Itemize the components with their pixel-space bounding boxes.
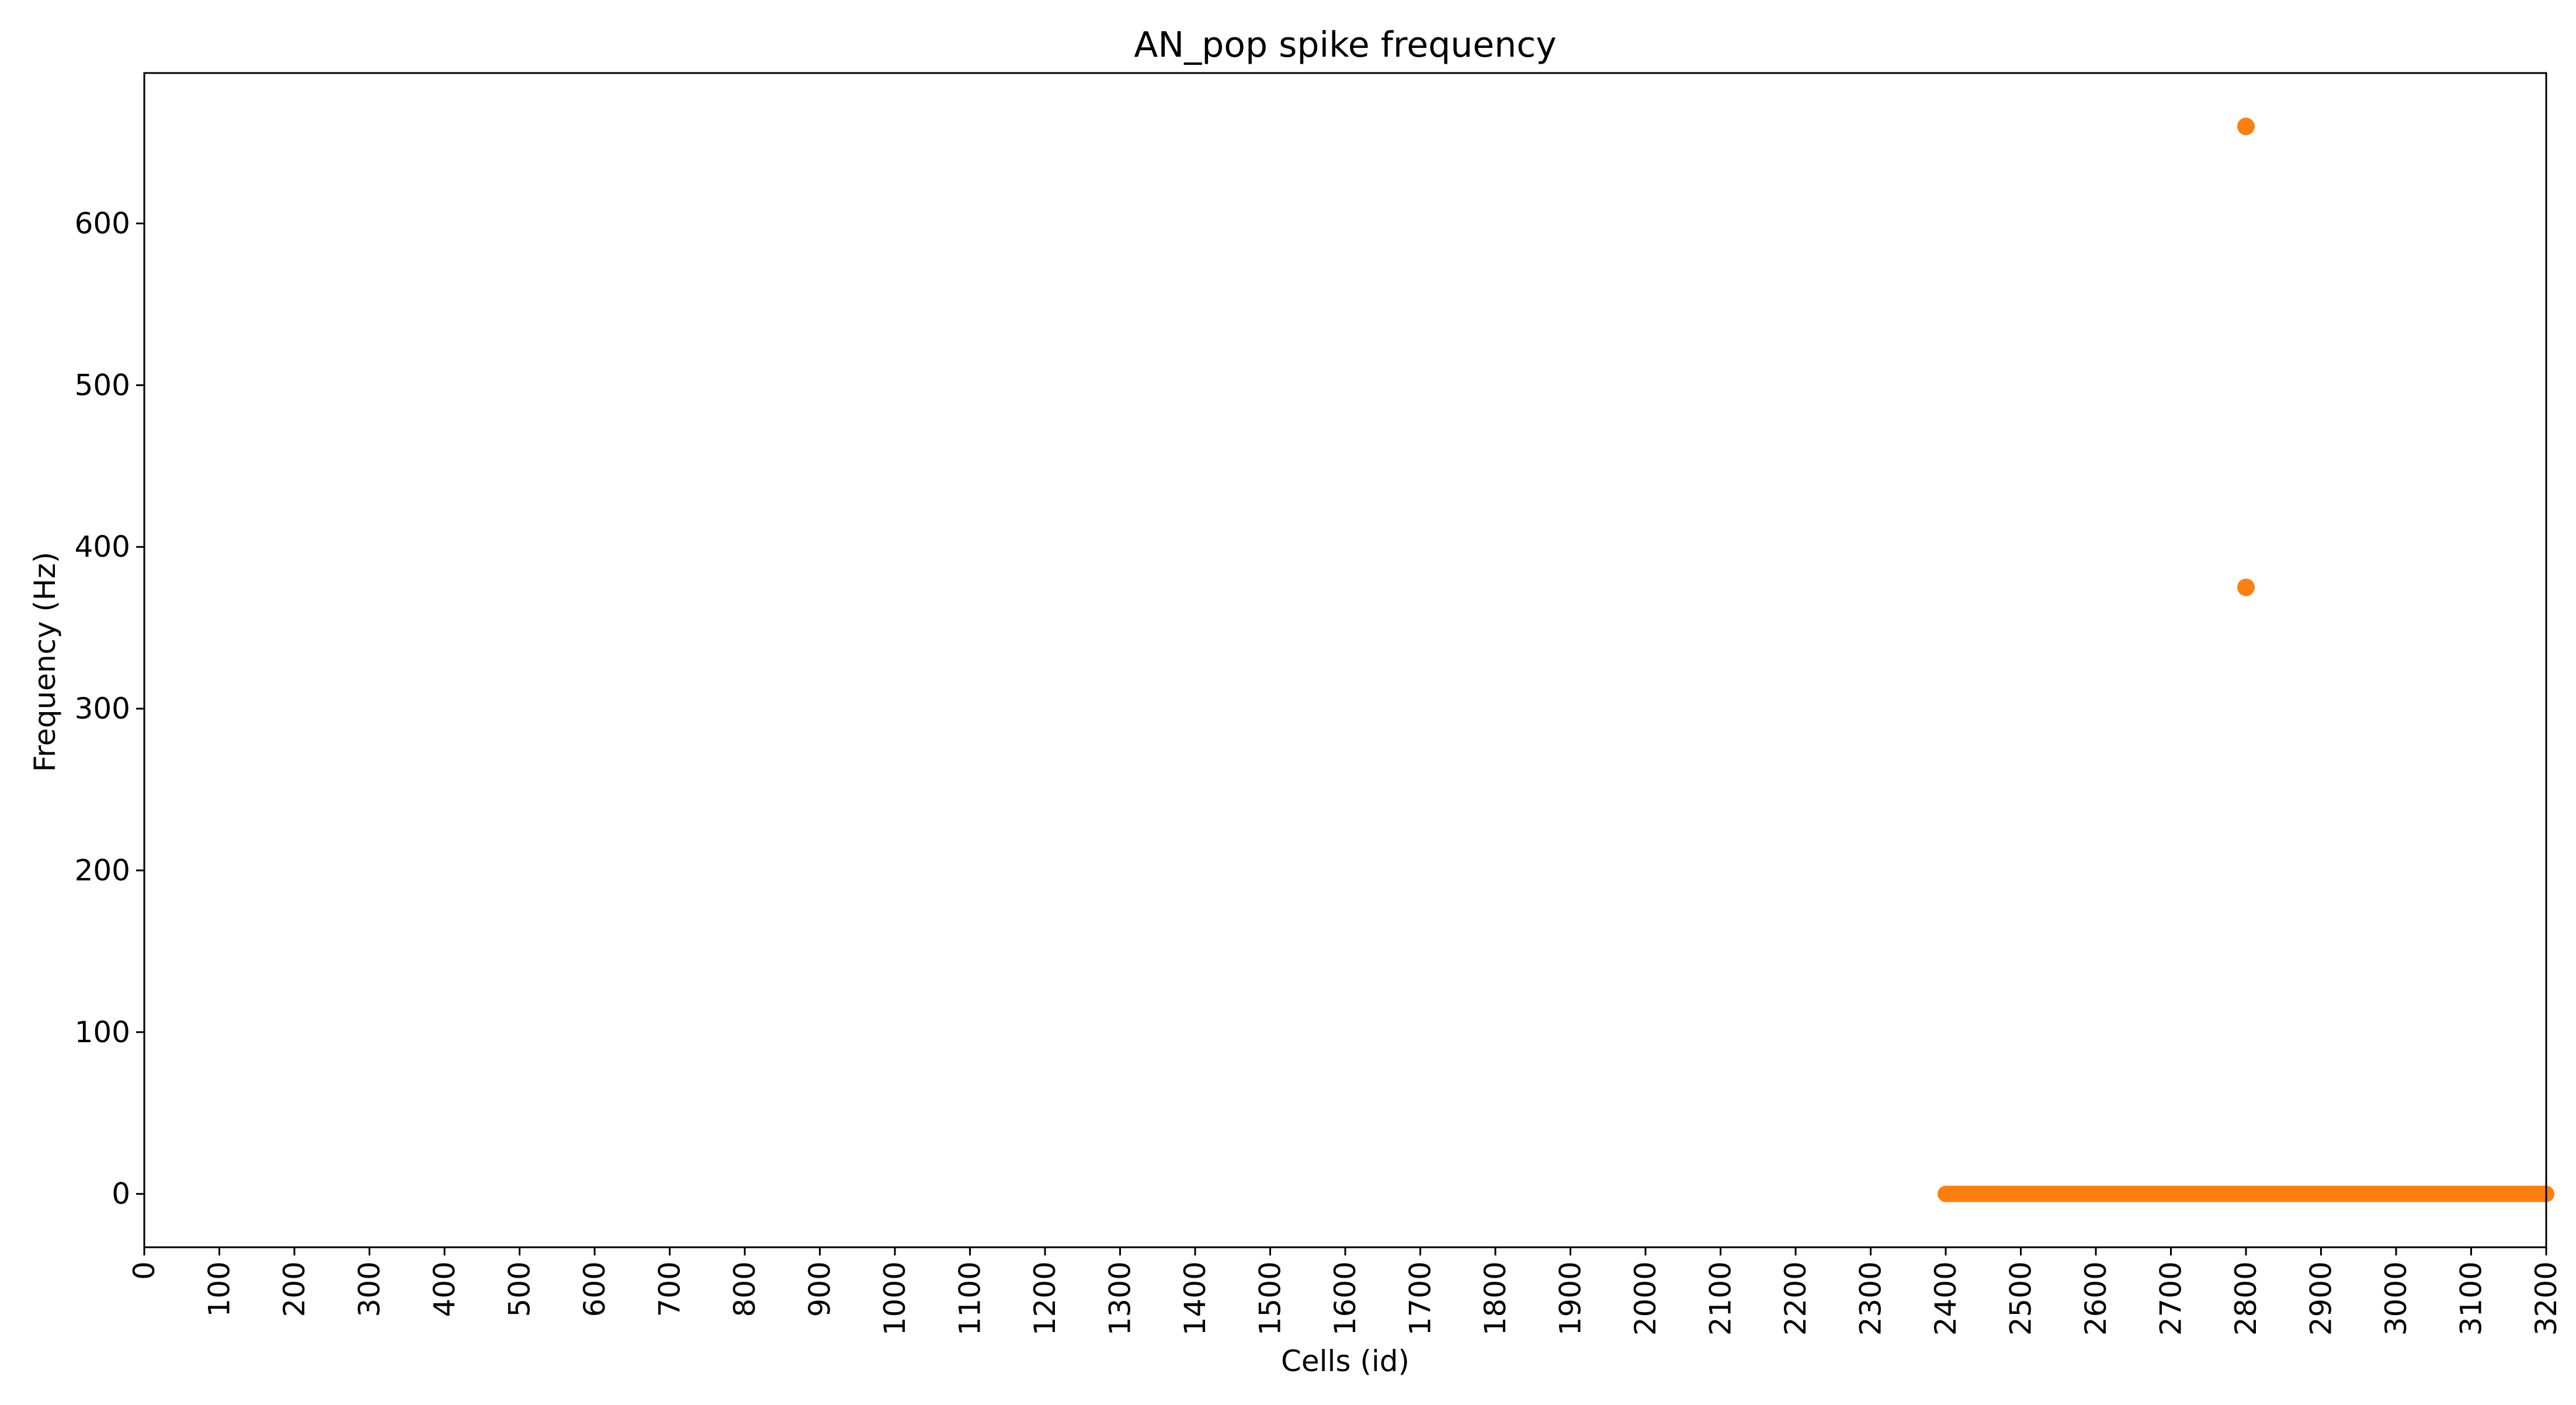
x-tick-label: 1400: [1178, 1261, 1212, 1335]
x-tick-label: 0: [127, 1261, 161, 1280]
x-tick-label: 400: [428, 1261, 461, 1317]
x-tick-label: 300: [353, 1261, 387, 1317]
y-tick-label: 300: [75, 692, 130, 726]
x-tick-label: 1700: [1404, 1261, 1438, 1335]
x-tick-label: 500: [503, 1261, 537, 1317]
x-tick-label: 2500: [2004, 1261, 2038, 1335]
y-tick-label: 600: [75, 206, 130, 240]
plot-area-frame: [143, 72, 2547, 1248]
x-tick-label: 200: [277, 1261, 311, 1317]
x-tick-label: 1500: [1254, 1261, 1287, 1335]
x-tick-label: 2200: [1779, 1261, 1813, 1335]
x-tick-label: 700: [653, 1261, 687, 1317]
x-tick-label: 900: [803, 1261, 837, 1317]
x-tick-label: 2700: [2154, 1261, 2188, 1335]
x-tick-label: 1800: [1478, 1261, 1512, 1335]
x-tick-label: 1000: [878, 1261, 912, 1335]
x-tick-label: 1300: [1103, 1261, 1137, 1335]
x-tick-label: 2400: [1929, 1261, 1963, 1335]
data-point: [2237, 117, 2255, 136]
y-tick-label: 400: [75, 530, 130, 564]
x-tick-label: 2800: [2229, 1261, 2263, 1335]
x-tick-label: 3000: [2379, 1261, 2413, 1335]
data-point: [2237, 578, 2255, 596]
y-tick-label: 500: [75, 368, 130, 402]
x-tick-label: 2300: [1854, 1261, 1888, 1335]
y-tick-label: 0: [112, 1177, 130, 1211]
x-axis-ticks: 0 100 200 300 400 500 600 700 800 900 1000 1100 1200…: [127, 1247, 2563, 1335]
x-tick-label: 2900: [2304, 1261, 2338, 1335]
data-points: [1938, 117, 2554, 1202]
x-tick-label: 2000: [1629, 1261, 1662, 1335]
chart-title: AN_pop spike frequency: [1134, 25, 1556, 65]
x-tick-label: 1200: [1028, 1261, 1062, 1335]
x-tick-label: 600: [578, 1261, 612, 1317]
y-tick-label: 100: [75, 1015, 130, 1049]
x-tick-label: 3100: [2455, 1261, 2488, 1335]
x-tick-label: 1600: [1328, 1261, 1362, 1335]
x-tick-label: 1900: [1554, 1261, 1588, 1335]
y-tick-label: 200: [75, 854, 130, 887]
x-axis-label: Cells (id): [1281, 1344, 1409, 1378]
x-tick-label: 2100: [1704, 1261, 1738, 1335]
x-tick-label: 100: [203, 1261, 237, 1317]
y-axis-ticks: 0 100 200 300 400 500 600: [75, 206, 144, 1211]
y-axis-label: Frequency (Hz): [28, 551, 62, 772]
x-tick-label: 2600: [2079, 1261, 2113, 1335]
x-tick-label: 1100: [953, 1261, 987, 1335]
x-tick-label: 800: [728, 1261, 762, 1317]
x-tick-label: 3200: [2529, 1261, 2563, 1335]
